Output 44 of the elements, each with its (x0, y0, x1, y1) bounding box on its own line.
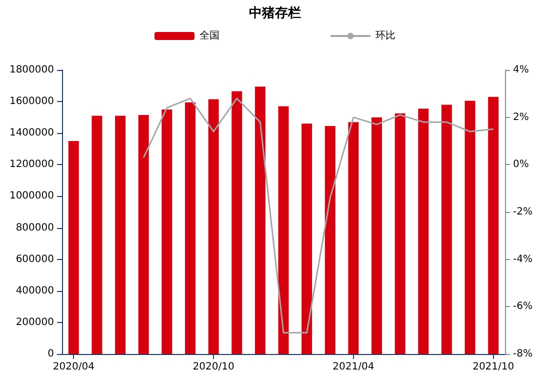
y2-tick-label: 0% (513, 159, 529, 170)
bar (488, 96, 499, 354)
bar (302, 124, 312, 354)
y-tick-label: 1400000 (9, 128, 54, 139)
bar (184, 102, 196, 354)
bar (232, 91, 242, 354)
y-tick-label: 1800000 (9, 64, 54, 76)
y2-tick-label: -8% (513, 348, 532, 360)
y2-tick-label: 2% (513, 112, 529, 123)
bar (441, 104, 452, 354)
bar (394, 113, 406, 354)
y-tick-label: 1000000 (9, 190, 54, 202)
y-tick-label: 1200000 (9, 159, 54, 170)
x-tick-label: 2021/04 (332, 362, 374, 372)
x-tick-label: 2021/10 (472, 362, 514, 372)
y-tick-label: 600000 (16, 254, 54, 265)
bar (348, 122, 359, 354)
y2-tick-label: 4% (513, 64, 529, 76)
legend-label: 全国 (200, 30, 220, 42)
y-tick-label: 200000 (16, 316, 54, 328)
y2-tick-label: -4% (513, 254, 532, 265)
y-tick-label: 1600000 (9, 96, 54, 108)
bar (92, 116, 102, 354)
bar (254, 86, 266, 354)
line-series (142, 98, 494, 334)
bar (278, 106, 289, 354)
bar (162, 109, 172, 354)
bar (115, 116, 126, 354)
legend-label: 环比 (376, 30, 396, 42)
bar (464, 100, 476, 354)
y2-tick-label: -2% (513, 206, 532, 218)
bar (138, 114, 149, 354)
y-tick-label: 0 (48, 348, 54, 360)
bar (372, 117, 382, 354)
x-tick-label: 2020/04 (52, 362, 94, 372)
y2-tick-label: -6% (513, 301, 532, 312)
y-tick-label: 400000 (16, 285, 54, 296)
y-tick-label: 800000 (16, 222, 54, 234)
bar (324, 126, 336, 354)
bar (68, 141, 79, 354)
bar (208, 99, 219, 354)
x-tick-label: 2020/10 (192, 362, 234, 372)
chart-title: 中猪存栏 (249, 6, 301, 21)
bar (418, 108, 429, 354)
